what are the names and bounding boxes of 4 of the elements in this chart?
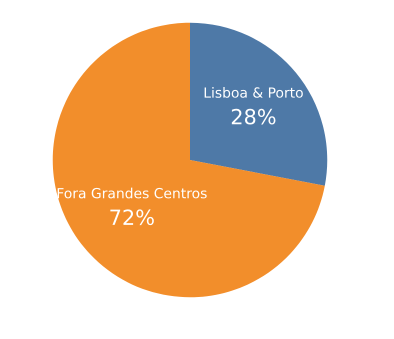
data-label: 28% bbox=[232, 108, 276, 125]
slice-label: Fora Grandes Centros bbox=[58, 188, 207, 198]
data-label: 72% bbox=[110, 209, 154, 226]
slice-label: Lisboa & Porto bbox=[204, 87, 303, 98]
